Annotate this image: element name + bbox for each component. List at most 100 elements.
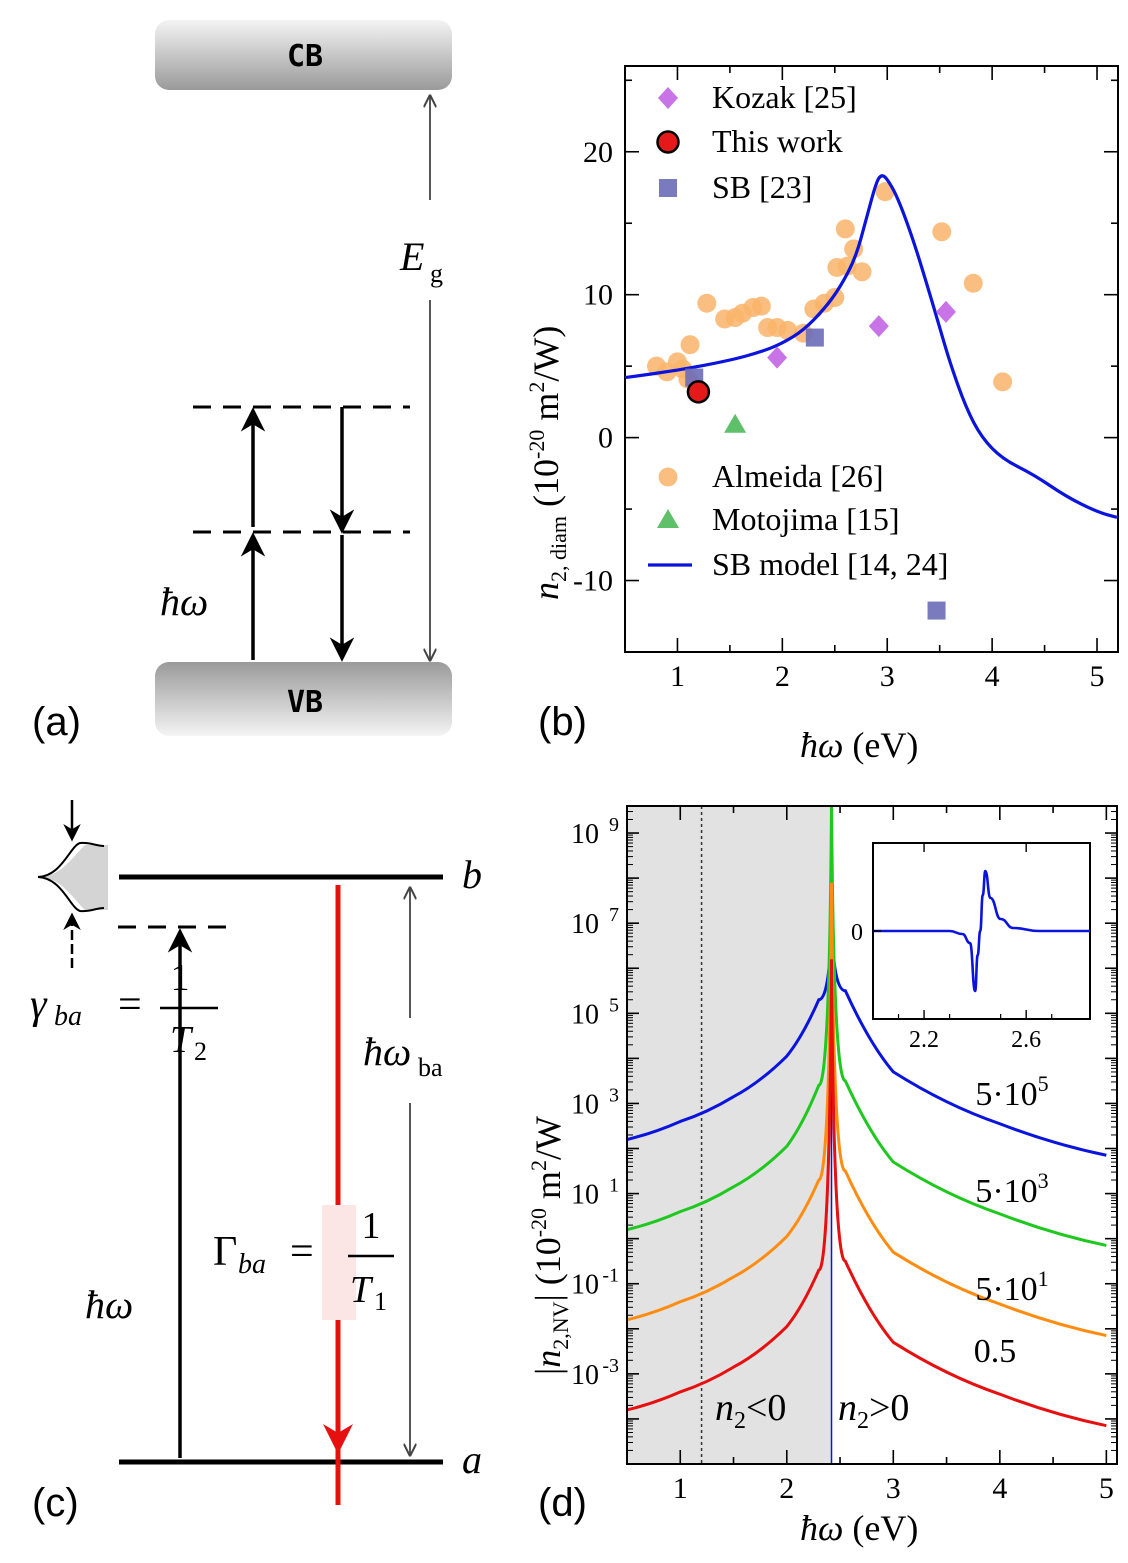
series-label: 5·103 <box>975 1168 1048 1210</box>
legend-marker <box>658 467 678 487</box>
gamma-equation: γ ba = 1 T 2 <box>30 957 218 1066</box>
data-point <box>993 372 1013 392</box>
series-label: 5·101 <box>975 1266 1048 1308</box>
data-point <box>680 335 700 355</box>
linewidth-profile <box>38 845 108 910</box>
panel-d-label: (d) <box>538 1481 587 1525</box>
panel-b: 1 2 3 4 5 -10 0 10 20 Kozak [25] This work SB [23]… <box>524 65 1119 765</box>
series-label: 0.5 <box>974 1333 1017 1370</box>
panel-d-series-labels: 5·105 5·103 5·101 0.5 <box>974 1071 1049 1370</box>
x-tick-label: 3 <box>886 1472 901 1505</box>
conduction-band <box>155 20 452 90</box>
level-b-label: b <box>462 852 482 897</box>
panel-b-ylabel: n2, diam (10-20 m2/W) <box>524 326 571 600</box>
legend-label: This work <box>712 123 843 159</box>
panel-b-ticks: 1 2 3 4 5 -10 0 10 20 <box>573 66 1118 693</box>
x-tick-label: 5 <box>1099 1472 1114 1505</box>
region-negative-label: n2<0 <box>715 1387 786 1434</box>
panel-c: b a γ ba = 1 T 2 ħω ħω ba <box>30 800 482 1525</box>
svg-text:=: = <box>290 1229 314 1275</box>
data-point <box>927 601 946 620</box>
y-tick-exponent: 5 <box>609 994 619 1016</box>
y-tick-label: 10 <box>571 1360 599 1391</box>
svg-text:1: 1 <box>362 1205 381 1247</box>
legend-label: SB [23] <box>712 169 812 205</box>
panel-b-marks <box>625 174 1118 620</box>
decay-equation <box>212 1505 213 1506</box>
data-point <box>835 219 855 239</box>
data-point <box>751 296 771 316</box>
y-tick-label: 10 <box>583 279 613 312</box>
svg-text:ba: ba <box>238 1249 266 1280</box>
gap-energy-label: E <box>399 234 424 279</box>
inset-curve <box>873 869 1090 993</box>
x-tick-label: 1 <box>673 1472 688 1505</box>
inset-marks <box>873 869 1090 993</box>
y-tick-exponent: 3 <box>609 1084 619 1106</box>
panel-b-frame <box>624 65 1119 653</box>
y-tick-label: -10 <box>573 565 613 598</box>
transition-energy-label: ħω <box>363 1029 411 1074</box>
svg-text:1: 1 <box>374 1287 387 1316</box>
y-tick-label: 0 <box>598 422 613 455</box>
data-point <box>767 346 788 369</box>
inset: 2.2 2.6 0 <box>851 842 1091 1053</box>
nv-curve <box>627 806 1107 1247</box>
inset-ticks: 2.2 2.6 0 <box>851 843 1053 1053</box>
y-tick-exponent: 9 <box>609 814 619 836</box>
y-tick-exponent: -3 <box>602 1355 619 1377</box>
linewidth-outline <box>37 841 105 913</box>
svg-text:Γ: Γ <box>213 1229 237 1275</box>
data-point <box>805 328 824 347</box>
vb-label: VB <box>287 685 323 720</box>
legend-label: Almeida [26] <box>712 458 884 494</box>
y-tick-label: 20 <box>583 136 613 169</box>
y-tick-label: 10 <box>571 999 599 1030</box>
photon-energy-label: ħω <box>160 579 208 624</box>
x-tick-label: 2 <box>779 1472 794 1505</box>
svg-text:=: = <box>118 982 142 1028</box>
y-tick-exponent: 7 <box>609 904 619 926</box>
panel-d-xlabel: ħω (eV) <box>800 1508 918 1548</box>
panel-b-xlabel: ħω (eV) <box>800 725 918 765</box>
legend-marker <box>656 130 680 154</box>
panel-b-label: (b) <box>538 700 587 744</box>
transition-energy-sub: ba <box>418 1053 443 1082</box>
data-point <box>724 413 747 433</box>
y-tick-label: 10 <box>571 1270 599 1301</box>
panel-d-ylabel: |n2,NV| (10-20 m2/W <box>526 1116 573 1375</box>
data-point <box>778 320 798 340</box>
data-point <box>935 300 956 323</box>
y-tick-label: 10 <box>571 1089 599 1120</box>
y-tick-label: 10 <box>571 1180 599 1211</box>
legend-marker <box>657 509 679 528</box>
svg-text:T: T <box>350 1269 374 1311</box>
valence-band <box>155 662 452 736</box>
panel-d-marks <box>627 806 1107 1464</box>
gap-energy-sub: g <box>430 259 443 288</box>
panel-a: CB VB E g ħω (a) <box>32 20 455 744</box>
cb-label: CB <box>287 39 323 74</box>
x-tick-label: 2 <box>775 660 790 693</box>
data-point <box>932 222 952 242</box>
data-point <box>697 293 717 313</box>
sb-model-line <box>625 174 1118 520</box>
panel-a-label: (a) <box>32 700 81 744</box>
legend-marker <box>659 179 677 197</box>
data-point <box>852 262 872 282</box>
panel-b-legend: Kozak [25] This work SB [23] Almeida [26] Mo… <box>648 79 948 582</box>
inset-x-tick-label: 2.6 <box>1011 1027 1041 1053</box>
svg-text:T: T <box>170 1019 194 1061</box>
y-tick-label: 10 <box>571 819 599 850</box>
Gamma-equation: Γ ba = 1 T 1 <box>213 1205 394 1320</box>
pump-energy-label: ħω <box>85 1282 133 1327</box>
panel-d-background <box>627 806 832 1464</box>
x-tick-label: 3 <box>880 660 895 693</box>
svg-text:γ: γ <box>30 982 48 1028</box>
series-label: 5·105 <box>975 1071 1048 1113</box>
inset-x-tick-label: 2.2 <box>909 1027 939 1053</box>
nv-curve <box>627 959 1107 1428</box>
